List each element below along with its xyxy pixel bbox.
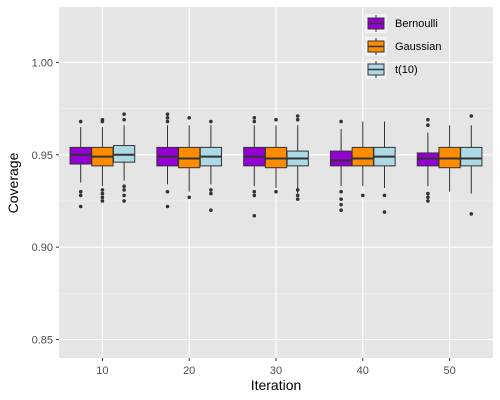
box xyxy=(156,112,179,209)
box-iqr xyxy=(329,150,353,167)
y-axis-ticks: 0.85 0.90 0.95 1.00 xyxy=(32,57,59,347)
outlier-point xyxy=(209,191,213,196)
outlier-point xyxy=(122,184,126,188)
series-bernoulli xyxy=(69,112,440,218)
outlier-point xyxy=(187,195,191,200)
outlier-point xyxy=(165,189,170,194)
outlier-point xyxy=(295,114,300,118)
outlier-point xyxy=(122,117,126,122)
outlier-point xyxy=(122,188,126,192)
x-tick-label: 20 xyxy=(183,365,195,377)
y-tick-label: 0.95 xyxy=(32,150,53,162)
outlier-point xyxy=(295,117,300,122)
y-tick-label: 0.85 xyxy=(32,335,53,347)
outlier-point xyxy=(426,117,430,122)
outlier-point xyxy=(165,204,170,209)
box xyxy=(416,117,440,203)
legend-label: Gaussian xyxy=(395,41,441,53)
outlier-point xyxy=(339,119,343,124)
y-tick-label: 1.00 xyxy=(32,57,53,69)
box xyxy=(460,114,483,216)
outlier-point xyxy=(122,193,126,198)
outlier-point xyxy=(295,188,300,192)
outlier-point xyxy=(252,213,257,218)
y-tick-label: 0.90 xyxy=(32,242,53,254)
x-tick-label: 50 xyxy=(443,365,455,377)
legend-item: Gaussian xyxy=(365,37,441,56)
outlier-point xyxy=(187,116,191,120)
outlier-point xyxy=(469,114,474,118)
outlier-point xyxy=(426,191,430,196)
outlier-point xyxy=(339,202,343,207)
box xyxy=(373,121,396,214)
outlier-point xyxy=(122,112,126,116)
outlier-point xyxy=(469,212,474,216)
outlier-point xyxy=(78,119,83,124)
outlier-point xyxy=(339,208,343,213)
series-t-10- xyxy=(112,112,483,216)
outlier-point xyxy=(78,193,83,198)
legend: Bernoulli Gaussian t(10) xyxy=(365,14,441,79)
box xyxy=(199,119,223,213)
outlier-point xyxy=(122,199,126,203)
y-axis-title: Coverage xyxy=(5,152,21,213)
outlier-point xyxy=(274,117,278,122)
legend-item: t(10) xyxy=(365,60,418,79)
box xyxy=(243,116,266,218)
box xyxy=(286,114,309,201)
series-gaussian xyxy=(91,116,461,203)
box xyxy=(112,112,136,203)
outlier-point xyxy=(252,189,257,194)
outlier-point xyxy=(361,193,365,198)
legend-label: t(10) xyxy=(395,64,418,76)
outlier-point xyxy=(382,210,387,214)
outlier-point xyxy=(426,123,430,128)
outlier-point xyxy=(100,199,105,203)
x-tick-label: 30 xyxy=(270,365,282,377)
box xyxy=(264,117,288,194)
outlier-point xyxy=(274,189,278,194)
outlier-point xyxy=(165,119,170,124)
x-tick-label: 40 xyxy=(357,365,369,377)
legend-label: Bernoulli xyxy=(395,18,438,30)
outlier-point xyxy=(252,119,257,124)
outlier-point xyxy=(339,197,343,201)
outlier-point xyxy=(165,112,170,116)
outlier-point xyxy=(100,195,105,200)
outlier-point xyxy=(252,193,257,198)
box xyxy=(69,119,92,209)
x-axis-title: Iteration xyxy=(251,377,302,393)
outlier-point xyxy=(100,117,105,122)
outlier-point xyxy=(78,189,83,194)
outlier-point xyxy=(165,116,170,120)
box xyxy=(178,116,201,200)
box-iqr xyxy=(460,146,483,167)
outlier-point xyxy=(100,191,105,196)
legend-item: Bernoulli xyxy=(365,14,438,33)
outlier-point xyxy=(382,193,387,198)
outlier-point xyxy=(100,188,105,192)
outlier-point xyxy=(209,119,213,124)
box-series xyxy=(69,112,483,218)
outlier-point xyxy=(252,116,257,120)
box xyxy=(91,117,114,203)
outlier-point xyxy=(339,189,343,194)
outlier-point xyxy=(426,199,430,203)
box-iqr xyxy=(351,146,374,167)
outlier-point xyxy=(295,197,300,201)
outlier-point xyxy=(78,204,83,209)
outlier-point xyxy=(209,188,213,192)
outlier-point xyxy=(209,208,213,213)
outlier-point xyxy=(426,195,430,200)
box xyxy=(351,121,374,198)
x-axis-ticks: 10 20 30 40 50 xyxy=(96,358,456,377)
outlier-point xyxy=(295,193,300,198)
x-tick-label: 10 xyxy=(96,365,108,377)
